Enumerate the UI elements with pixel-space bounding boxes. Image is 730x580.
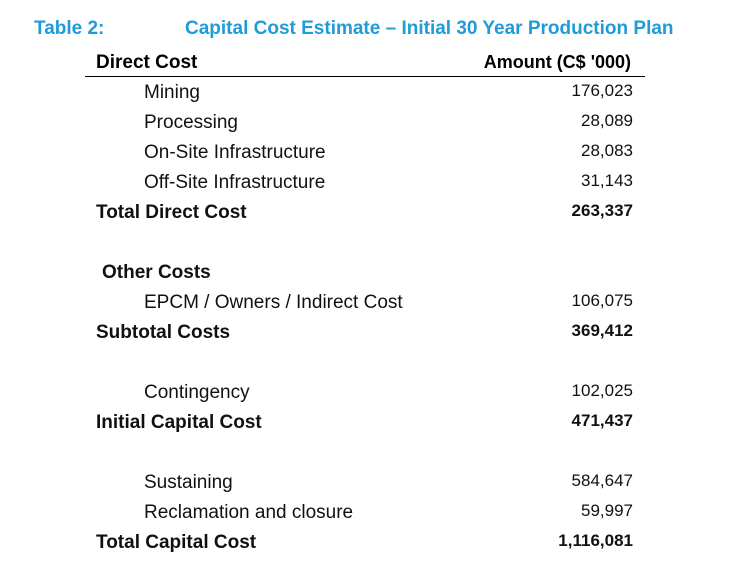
row-amount: 176,023 — [571, 81, 633, 100]
row-label: Contingency — [144, 382, 250, 403]
total-amount: 1,116,081 — [558, 531, 633, 550]
spacer — [85, 228, 645, 258]
header-amount: Amount (C$ '000) — [483, 52, 631, 72]
section-heading-row: Other Costs — [85, 258, 645, 288]
table-row: Processing 28,089 — [85, 108, 645, 138]
row-label: Processing — [144, 112, 238, 133]
row-amount: 59,997 — [581, 501, 633, 520]
table-body: Mining 176,023 Processing 28,089 On-Site… — [85, 78, 645, 558]
total-amount: 471,437 — [571, 411, 633, 430]
table-number: Table 2: — [34, 18, 105, 39]
row-label: EPCM / Owners / Indirect Cost — [144, 292, 403, 313]
table-row: Sustaining 584,647 — [85, 468, 645, 498]
row-label: Mining — [144, 82, 200, 103]
total-row: Total Capital Cost 1,116,081 — [85, 528, 645, 558]
total-label: Subtotal Costs — [96, 322, 231, 343]
table-caption: Table 2: Capital Cost Estimate – Initial… — [30, 18, 720, 46]
header-direct-cost: Direct Cost — [96, 52, 198, 73]
total-row: Subtotal Costs 369,412 — [85, 318, 645, 348]
row-label: Reclamation and closure — [144, 502, 354, 523]
row-label: Sustaining — [144, 472, 233, 493]
table-title: Capital Cost Estimate – Initial 30 Year … — [185, 18, 674, 39]
table-row: EPCM / Owners / Indirect Cost 106,075 — [85, 288, 645, 318]
row-amount: 28,089 — [581, 111, 633, 130]
spacer — [85, 438, 645, 468]
total-row: Total Direct Cost 263,337 — [85, 198, 645, 228]
table-row: Reclamation and closure 59,997 — [85, 498, 645, 528]
total-label: Total Capital Cost — [96, 532, 257, 553]
table-row: Contingency 102,025 — [85, 378, 645, 408]
row-amount: 102,025 — [571, 381, 633, 400]
row-label: Off-Site Infrastructure — [144, 172, 326, 193]
total-amount: 369,412 — [571, 321, 633, 340]
row-amount: 28,083 — [581, 141, 633, 160]
total-label: Total Direct Cost — [96, 202, 247, 223]
table-row: Mining 176,023 — [85, 78, 645, 108]
total-row: Initial Capital Cost 471,437 — [85, 408, 645, 438]
section-heading: Other Costs — [102, 262, 211, 283]
table-row: Off-Site Infrastructure 31,143 — [85, 168, 645, 198]
row-amount: 584,647 — [571, 471, 633, 490]
spacer — [85, 348, 645, 378]
table-header-row: Direct Cost Amount (C$ '000) — [85, 52, 645, 77]
row-label: On-Site Infrastructure — [144, 142, 326, 163]
table-row: On-Site Infrastructure 28,083 — [85, 138, 645, 168]
row-amount: 31,143 — [581, 171, 633, 190]
total-amount: 263,337 — [571, 201, 633, 220]
row-amount: 106,075 — [571, 291, 633, 310]
total-label: Initial Capital Cost — [96, 412, 262, 433]
